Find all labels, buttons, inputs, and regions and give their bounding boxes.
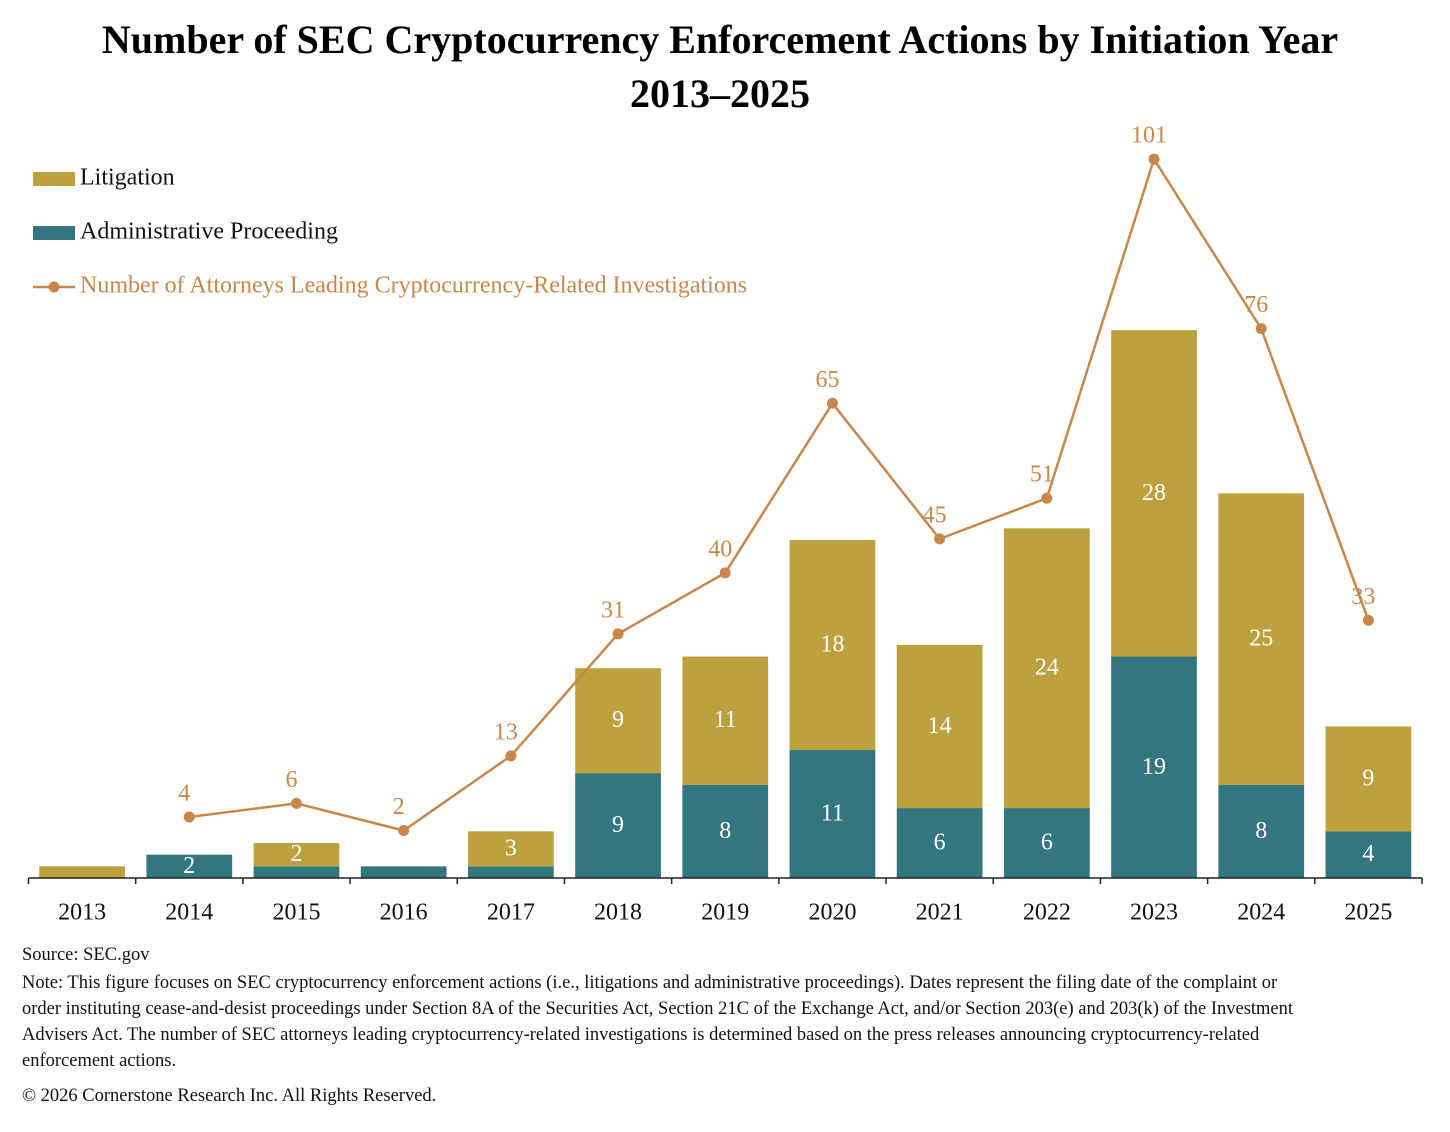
- legend-label: Litigation: [80, 165, 175, 191]
- bar-segment: [896, 808, 983, 878]
- x-tick-label: 2024: [1237, 900, 1285, 926]
- x-tick-label: 2020: [808, 900, 856, 926]
- bar-label: 18: [820, 631, 844, 657]
- line-label: 13: [494, 719, 518, 745]
- bar-segment: [1111, 656, 1197, 878]
- line-label: 65: [815, 367, 839, 393]
- x-tick-label: 2015: [272, 900, 320, 926]
- line-label: 40: [708, 536, 732, 562]
- bar-segment: [896, 644, 983, 809]
- x-tick-label: 2023: [1130, 900, 1178, 926]
- chart-subtitle: 2013–2025: [630, 71, 810, 116]
- line: [189, 156, 1370, 832]
- bar-segment: [1218, 784, 1305, 878]
- bar-label: 25: [1249, 626, 1273, 652]
- bar-segment: [1003, 528, 1090, 809]
- bar-segment: [467, 866, 554, 878]
- bar-segment: [1325, 726, 1412, 832]
- bar-label: 8: [719, 818, 731, 844]
- legend-swatch: [33, 226, 75, 240]
- x-tick-label: 2021: [916, 900, 964, 926]
- chart-title: Number of SEC Cryptocurrency Enforcement…: [102, 17, 1338, 62]
- bar-segment: [39, 866, 125, 878]
- line-point: [398, 825, 410, 837]
- note: Note: This figure focuses on SEC cryptoc…: [22, 973, 1294, 1071]
- line-label: 6: [285, 767, 297, 793]
- x-tick-label: 2013: [58, 900, 106, 926]
- bar-segment: [1111, 330, 1197, 657]
- bar-segment: [360, 866, 447, 878]
- x-tick-label: 2017: [487, 900, 535, 926]
- bar-label: 8: [1255, 818, 1267, 844]
- bar-label: 6: [1041, 830, 1053, 856]
- bar-label: 24: [1035, 655, 1059, 681]
- x-tick-label: 2018: [594, 900, 642, 926]
- line-label: 51: [1030, 462, 1054, 488]
- x-tick-label: 2016: [380, 900, 428, 926]
- line-point: [1148, 153, 1160, 165]
- bar-segment: [253, 866, 340, 878]
- bar-label: 9: [612, 707, 624, 733]
- line-point: [505, 750, 517, 762]
- bar-segment: [575, 773, 661, 878]
- line-label: 33: [1351, 584, 1375, 610]
- line-label: 31: [601, 597, 625, 623]
- legend-marker: [48, 281, 60, 293]
- line-point: [719, 567, 731, 579]
- legend-label: Number of Attorneys Leading Cryptocurren…: [80, 273, 747, 299]
- bar-label: 2: [183, 853, 195, 879]
- bar-segment: [1325, 831, 1412, 878]
- line-point: [934, 533, 946, 545]
- bar-segment: [467, 831, 554, 867]
- bar-label: 9: [1362, 765, 1374, 791]
- legend-swatch: [33, 172, 75, 186]
- copyright: © 2026 Cornerstone Research Inc. All Rig…: [22, 1086, 437, 1106]
- legend-label: Administrative Proceeding: [80, 219, 338, 245]
- bar-segment: [682, 656, 769, 785]
- bar-segment: [575, 668, 661, 774]
- bar-label: 28: [1142, 480, 1166, 506]
- x-tick-label: 2025: [1344, 900, 1392, 926]
- line-point: [290, 797, 302, 809]
- line-label: 4: [178, 780, 190, 806]
- bar-label: 6: [934, 830, 946, 856]
- bar-segment: [789, 539, 876, 750]
- bar-label: 3: [505, 835, 517, 861]
- bar-label: 14: [928, 713, 952, 739]
- bar-label: 19: [1142, 754, 1166, 780]
- line-point: [612, 628, 624, 640]
- line-point: [826, 397, 838, 409]
- bar-label: 4: [1362, 841, 1374, 867]
- bar-segment: [1003, 808, 1090, 878]
- bar-segment: [682, 784, 769, 878]
- line-label: 76: [1244, 292, 1268, 318]
- chart: Number of SEC Cryptocurrency Enforcement…: [27, 17, 1423, 926]
- x-tick-label: 2022: [1023, 900, 1071, 926]
- bar-label: 11: [714, 707, 737, 733]
- x-tick-label: 2019: [701, 900, 749, 926]
- bar-label: 2: [290, 841, 302, 867]
- bar-label: 9: [612, 812, 624, 838]
- bar-segment: [146, 854, 233, 878]
- bar-segment: [789, 749, 876, 878]
- line-point: [1255, 323, 1267, 335]
- line-point: [183, 811, 195, 823]
- bar-segment: [253, 843, 340, 867]
- bar-segment: [1218, 493, 1305, 785]
- line-label: 45: [923, 502, 947, 528]
- line-point: [1362, 614, 1374, 626]
- bar-label: 11: [821, 800, 844, 826]
- line-label: 101: [1131, 123, 1167, 149]
- line-point: [1041, 492, 1053, 504]
- source: Source: SEC.gov: [22, 945, 150, 965]
- line-label: 2: [393, 794, 405, 820]
- x-tick-label: 2014: [165, 900, 213, 926]
